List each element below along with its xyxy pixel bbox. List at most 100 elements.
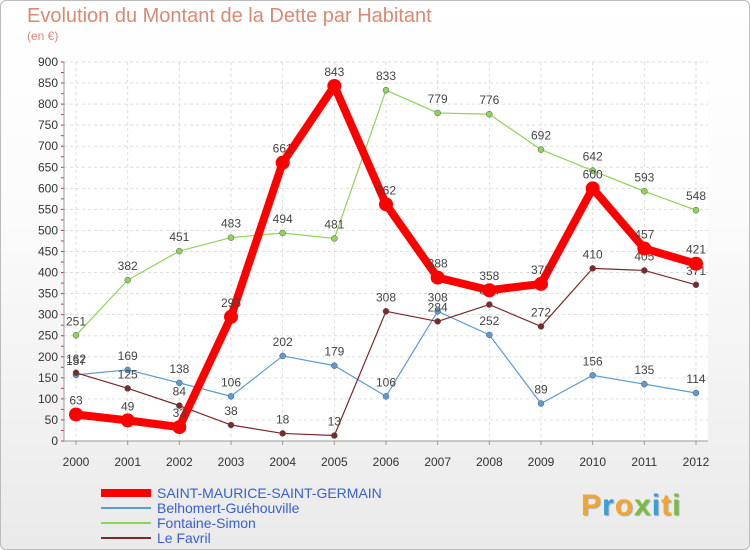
data-point	[689, 256, 703, 271]
x-tick-label: 2009	[528, 455, 555, 469]
data-point	[120, 413, 135, 428]
y-tick-label: 250	[38, 329, 58, 343]
data-label: 373	[531, 263, 551, 277]
data-label: 833	[376, 69, 396, 83]
y-tick-label: 200	[38, 350, 58, 364]
data-point	[589, 372, 596, 379]
data-point	[589, 167, 596, 174]
data-point	[692, 389, 700, 397]
x-tick-label: 2003	[218, 455, 245, 469]
data-label: 388	[428, 257, 448, 271]
y-tick-label: 900	[38, 55, 58, 69]
data-label: 125	[118, 367, 138, 381]
data-label: 252	[479, 314, 499, 328]
x-tick-label: 2004	[269, 455, 296, 469]
data-label: 457	[634, 228, 654, 242]
x-tick-label: 2007	[424, 455, 451, 469]
data-point	[486, 110, 493, 118]
data-point	[327, 79, 342, 94]
data-point	[176, 247, 183, 255]
data-point	[69, 407, 83, 422]
data-label: 135	[634, 363, 654, 377]
data-label: 295	[221, 296, 241, 310]
y-tick-label: 550	[38, 202, 58, 216]
legend: SAINT-MAURICE-SAINT-GERMAINBelhomert-Gué…	[101, 485, 382, 546]
x-tick-label: 2012	[683, 455, 710, 469]
data-label: 157	[66, 354, 86, 368]
data-label: 63	[69, 393, 83, 407]
data-point	[331, 362, 338, 369]
data-label: 179	[324, 345, 344, 359]
data-label: 779	[428, 92, 448, 106]
series-saint-maurice-saint-germain: 63 49 33 295 661 843 562 388 358 373 600 457 421	[69, 65, 706, 435]
data-label: 284	[428, 300, 448, 314]
data-label: 33	[173, 406, 187, 420]
data-label: 89	[534, 383, 548, 397]
data-label: 562	[376, 183, 396, 197]
y-tick-label: 100	[38, 392, 58, 406]
data-point	[72, 369, 80, 377]
data-point	[124, 276, 131, 284]
data-point	[227, 393, 235, 400]
data-label: 358	[479, 269, 499, 283]
data-label: 481	[324, 217, 344, 231]
y-tick-label: 350	[38, 287, 58, 301]
data-point	[379, 197, 393, 212]
data-label: 548	[686, 189, 706, 203]
data-point	[534, 276, 548, 291]
data-point	[224, 309, 238, 324]
series-le-favril: 16212584381813308284324272410405371	[66, 247, 706, 439]
data-point	[537, 323, 545, 330]
data-label: 38	[224, 404, 238, 418]
series-fontaine-simon: 251 382 451 483 494 481 833 779 776 692 642 593 548	[66, 69, 706, 339]
data-point	[227, 234, 235, 241]
y-tick-label: 800	[38, 97, 58, 111]
data-label: 483	[221, 217, 241, 231]
data-label: 776	[479, 93, 499, 107]
x-tick-label: 2002	[166, 455, 193, 469]
data-point	[641, 267, 648, 274]
data-point	[585, 181, 600, 196]
data-label: 308	[428, 290, 448, 304]
data-point	[279, 229, 286, 237]
data-point	[692, 281, 700, 289]
data-point	[382, 393, 390, 400]
data-point	[176, 402, 183, 409]
data-label: 84	[173, 385, 187, 399]
proxiti-logo: Proxiti	[581, 489, 682, 522]
x-tick-label: 2005	[321, 455, 348, 469]
x-tick-label: 2011	[631, 455, 657, 469]
data-label: 308	[376, 290, 396, 304]
data-point	[275, 155, 290, 170]
y-tick-label: 0	[51, 434, 58, 448]
legend-label: Le Favril	[157, 530, 211, 546]
x-tick-label: 2000	[63, 455, 90, 469]
data-label: 692	[531, 129, 551, 143]
y-tick-label: 750	[38, 118, 58, 132]
data-point	[124, 385, 131, 392]
data-point	[637, 241, 652, 256]
y-tick-label: 850	[38, 76, 58, 90]
data-point	[331, 432, 338, 439]
data-point	[382, 308, 390, 315]
y-tick-label: 700	[38, 139, 58, 153]
data-point	[486, 331, 493, 339]
y-tick-label: 650	[38, 160, 58, 174]
data-point	[124, 366, 131, 374]
data-label: 138	[169, 362, 189, 376]
data-point	[641, 188, 648, 195]
data-point	[537, 400, 545, 407]
data-label: 251	[66, 314, 86, 328]
y-tick-label: 300	[38, 308, 58, 322]
data-point	[589, 265, 596, 272]
legend-label: Fontaine-Simon	[157, 515, 256, 531]
data-point	[434, 109, 441, 117]
data-point	[382, 86, 390, 94]
chart-title: Evolution du Montant de la Dette par Hab…	[27, 5, 432, 27]
data-point	[172, 420, 187, 435]
legend-label: SAINT-MAURICE-SAINT-GERMAIN	[157, 485, 382, 501]
data-label: 162	[66, 352, 86, 366]
data-label: 410	[583, 247, 603, 261]
